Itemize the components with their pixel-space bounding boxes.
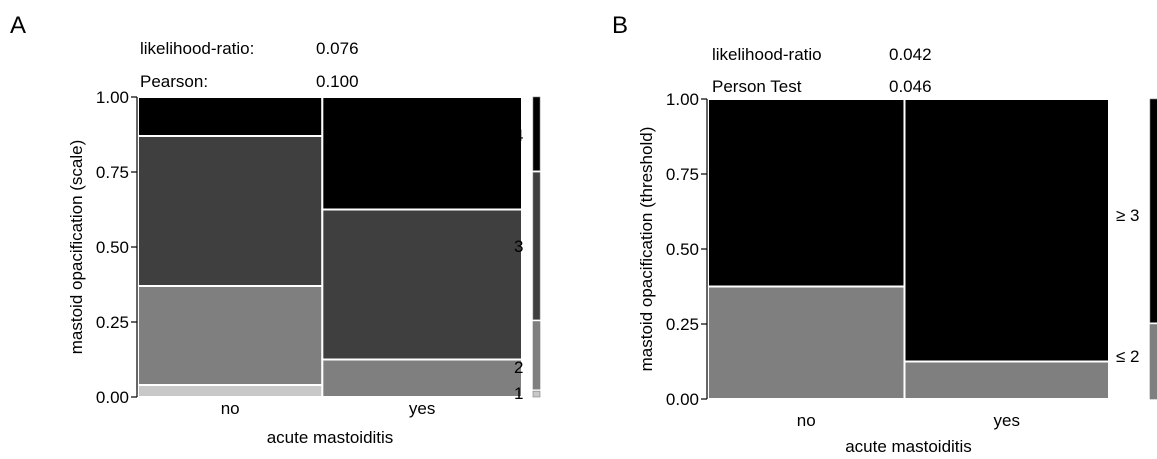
panel-b-xlabel: acute mastoiditis	[845, 437, 972, 456]
panel-b-tile	[707, 98, 906, 288]
panel-b-stat-label: Person Test	[712, 77, 802, 96]
panel-a-legend-label: 2	[514, 358, 523, 377]
panel-a-legend-label: 3	[514, 237, 523, 256]
panel-a-tile	[137, 384, 324, 398]
panel-b-x-tick-label: yes	[994, 411, 1020, 430]
panel-a-stat-label: likelihood-ratio:	[140, 39, 254, 58]
panel-b-x-tick-label: no	[797, 411, 816, 430]
panel-a-legend-swatch	[532, 172, 541, 320]
panel-a-ylabel: mastoid opacification (scale)	[67, 140, 86, 354]
panel-a-legend-label: 4	[514, 126, 523, 145]
panel-b-legend-swatch	[1149, 324, 1157, 400]
panel-a-y-tick-label: 1.00	[96, 88, 129, 107]
panel-b-tile	[903, 360, 1110, 400]
panel-a-legend-swatch	[532, 321, 541, 390]
panel-a-letter: A	[10, 12, 26, 39]
panel-b-y-tick-label: 0.75	[666, 165, 699, 184]
panel-a-legend-label: 1	[514, 384, 523, 403]
panel-a-stat-value: 0.100	[316, 72, 359, 91]
panel-a-tile	[137, 96, 324, 137]
panel-a-y-tick-label: 0.50	[96, 238, 129, 257]
panel-a-xlabel: acute mastoiditis	[267, 428, 394, 447]
panel-b-legend-label: ≥ 3	[1116, 206, 1140, 225]
panel-a-y-tick-label: 0.25	[96, 313, 129, 332]
panel-b-ylabel: mastoid opacification (threshold)	[637, 127, 656, 372]
panel-b-y-tick-label: 0.25	[666, 315, 699, 334]
panel-a-legend-swatch	[532, 390, 541, 398]
panel-a-stat-label: Pearson:	[140, 72, 208, 91]
panel-b-y-tick-label: 0.50	[666, 240, 699, 259]
panel-a-y-tick-label: 0.00	[96, 388, 129, 407]
panel-a-x-tick-label: no	[221, 399, 240, 418]
panel-b-stat-value: 0.042	[889, 45, 932, 64]
panel-a-x-tick-label: yes	[409, 399, 435, 418]
panel-a-tile	[321, 96, 523, 211]
panel-a-tile	[321, 358, 523, 398]
panel-b-tile	[903, 98, 1110, 363]
panel-a-tile	[137, 285, 324, 386]
panel-a-y-tick-label: 0.75	[96, 163, 129, 182]
panel-a-legend-swatch	[532, 96, 541, 171]
panel-b-y-tick-label: 1.00	[666, 90, 699, 109]
panel-a-stat-value: 0.076	[316, 39, 359, 58]
panel-a-tile	[321, 208, 523, 361]
panel-b-stat-label: likelihood-ratio	[712, 45, 822, 64]
panel-a-tile	[137, 135, 324, 287]
panel-b-stat-value: 0.046	[889, 77, 932, 96]
panel-b-y-tick-label: 0.00	[666, 390, 699, 409]
panel-b-legend-swatch	[1149, 98, 1157, 323]
panel-b-letter: B	[612, 12, 628, 39]
panel-b-legend-label: ≤ 2	[1116, 347, 1140, 366]
panel-b-tile	[707, 285, 906, 400]
